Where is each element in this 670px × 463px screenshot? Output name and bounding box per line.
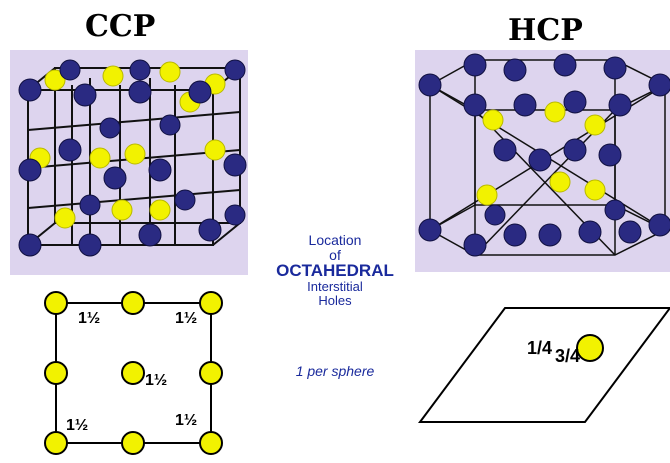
ccp-spheres <box>18 59 247 257</box>
hcp-title: HCP <box>508 13 583 48</box>
ccp-title: CCP <box>85 9 156 44</box>
caption-interstitial: Interstitial <box>307 279 363 295</box>
ccp-lattice-image <box>18 59 247 257</box>
hcp-spheres <box>418 53 670 257</box>
hcp-label-quarter: 1/4 <box>527 338 553 358</box>
caption-octahedral: OCTAHEDRAL <box>276 261 394 281</box>
caption-of: of <box>329 246 341 263</box>
ccp-lattice-panel <box>10 50 248 275</box>
hcp-label-three-quarter: 3/4 <box>555 346 581 366</box>
caption-per-sphere: 1 per sphere <box>295 363 375 379</box>
ccp-face-diagram: 1½ 1½ 1½ 1½ 1½ <box>30 285 240 463</box>
ccp-label-bottom-left: 1½ <box>66 417 89 434</box>
ccp-label-top-right: 1½ <box>175 310 198 327</box>
hcp-layer-diagram: 1/4 3/4 <box>415 300 670 430</box>
hcp-hole-sphere <box>576 334 604 362</box>
hcp-layer-parallelogram <box>418 307 670 423</box>
hcp-lattice-panel <box>415 50 670 272</box>
ccp-face-square <box>44 291 223 455</box>
ccp-label-top-left: 1½ <box>78 310 101 327</box>
caption-location: Location <box>308 232 362 248</box>
caption-block: Location of OCTAHEDRAL Interstitial Hole… <box>255 233 415 308</box>
ccp-label-center: 1½ <box>145 372 168 389</box>
ccp-label-bottom-right: 1½ <box>175 412 198 429</box>
caption-holes: Holes <box>318 292 352 308</box>
hcp-lattice-image <box>418 53 670 257</box>
